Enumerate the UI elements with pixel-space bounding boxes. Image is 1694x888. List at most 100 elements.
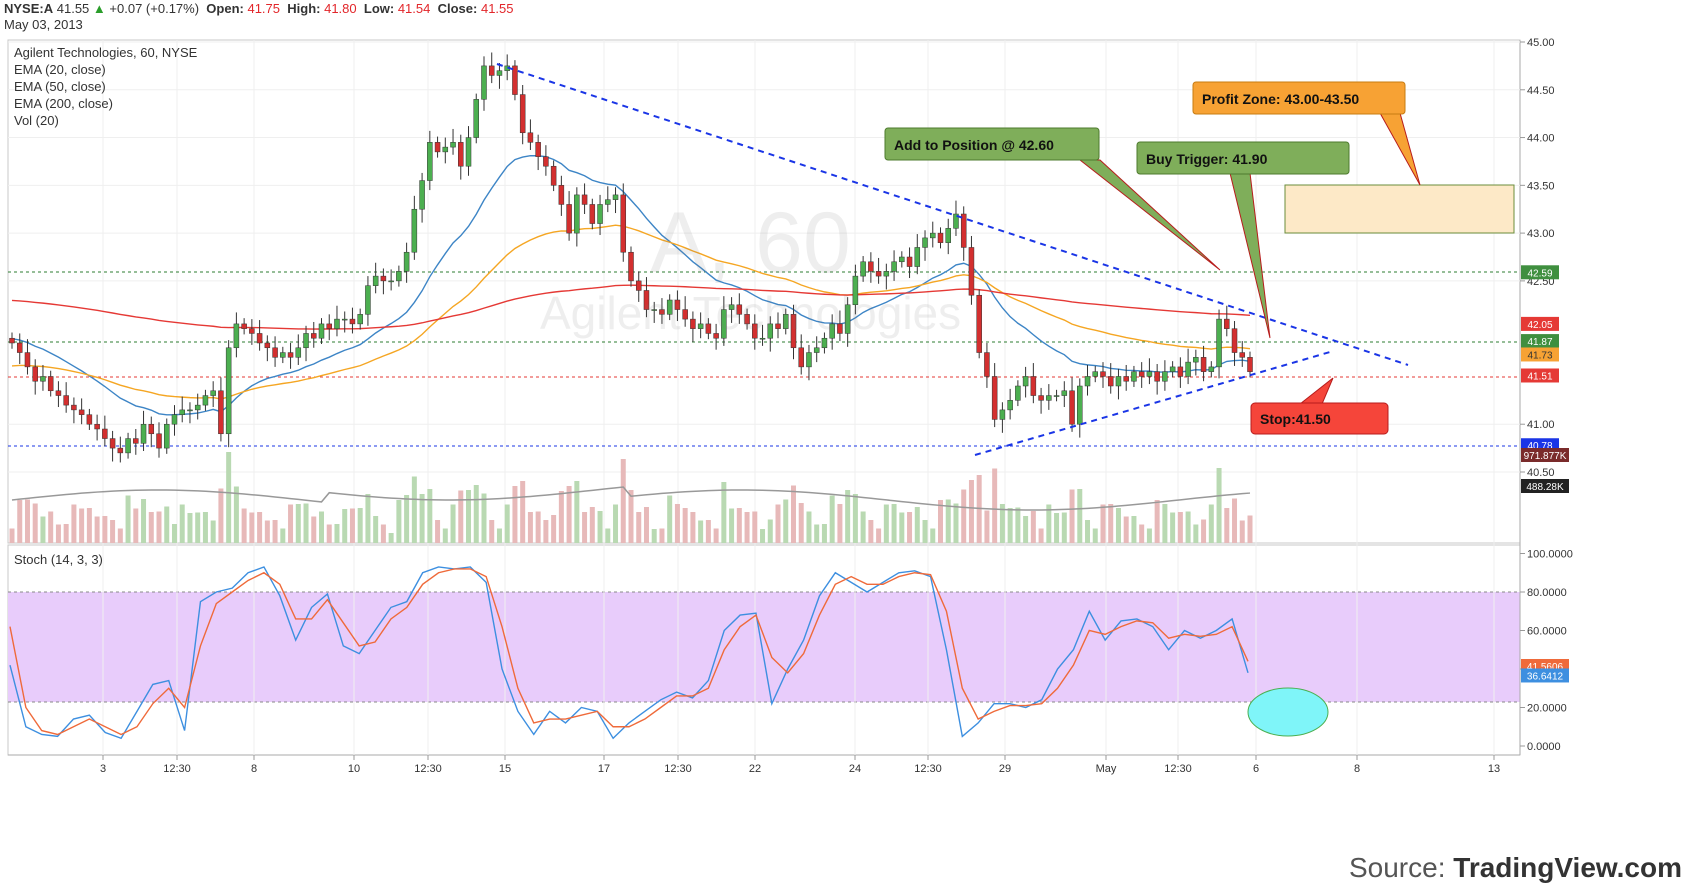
candle[interactable] bbox=[272, 336, 278, 367]
candle[interactable] bbox=[1077, 378, 1083, 438]
candle[interactable] bbox=[1200, 345, 1207, 382]
candle[interactable] bbox=[1123, 364, 1129, 391]
candle[interactable] bbox=[86, 408, 93, 430]
candle[interactable] bbox=[736, 293, 743, 324]
candle[interactable] bbox=[1239, 341, 1246, 367]
candle[interactable] bbox=[829, 314, 835, 350]
candle[interactable] bbox=[187, 402, 193, 424]
candle[interactable] bbox=[705, 318, 712, 340]
candle[interactable] bbox=[94, 414, 100, 441]
candle[interactable] bbox=[125, 432, 131, 459]
candle[interactable] bbox=[388, 269, 394, 291]
candle[interactable] bbox=[488, 52, 495, 84]
candle[interactable] bbox=[210, 381, 216, 408]
candle[interactable] bbox=[164, 418, 170, 454]
candle[interactable] bbox=[527, 119, 534, 150]
candle[interactable] bbox=[1177, 357, 1184, 388]
candle[interactable] bbox=[620, 183, 627, 262]
candle[interactable] bbox=[372, 262, 379, 294]
candle[interactable] bbox=[914, 234, 921, 275]
candle[interactable] bbox=[1061, 381, 1068, 408]
candle[interactable] bbox=[991, 363, 998, 428]
candle[interactable] bbox=[953, 200, 959, 236]
candle[interactable] bbox=[790, 304, 797, 360]
candle[interactable] bbox=[1162, 360, 1168, 391]
candle[interactable] bbox=[140, 410, 147, 451]
candle[interactable] bbox=[651, 301, 657, 323]
candle[interactable] bbox=[1092, 365, 1098, 383]
candle[interactable] bbox=[47, 370, 54, 397]
candle[interactable] bbox=[357, 308, 363, 330]
candle[interactable] bbox=[341, 311, 348, 333]
candle[interactable] bbox=[875, 257, 882, 284]
candle[interactable] bbox=[1247, 351, 1253, 378]
candle[interactable] bbox=[558, 175, 565, 216]
candle[interactable] bbox=[1131, 365, 1137, 387]
candle[interactable] bbox=[380, 268, 387, 295]
candle[interactable] bbox=[365, 276, 371, 326]
candle[interactable] bbox=[666, 294, 673, 321]
candle[interactable] bbox=[721, 296, 727, 346]
candle[interactable] bbox=[543, 145, 549, 176]
candle[interactable] bbox=[906, 247, 913, 279]
candle[interactable] bbox=[1146, 358, 1153, 385]
candle[interactable] bbox=[550, 160, 557, 192]
candle[interactable] bbox=[999, 402, 1006, 433]
candle[interactable] bbox=[1138, 362, 1145, 388]
candle[interactable] bbox=[225, 340, 232, 448]
candle[interactable] bbox=[78, 398, 85, 425]
candle[interactable] bbox=[612, 187, 619, 214]
price-panel[interactable] bbox=[7, 39, 1521, 544]
candle[interactable] bbox=[713, 323, 719, 350]
candle[interactable] bbox=[1185, 348, 1191, 385]
candle[interactable] bbox=[1007, 388, 1013, 420]
candle[interactable] bbox=[1069, 377, 1075, 432]
candle[interactable] bbox=[628, 246, 634, 287]
candle[interactable] bbox=[326, 314, 332, 341]
candle[interactable] bbox=[891, 250, 897, 281]
candle[interactable] bbox=[295, 334, 302, 365]
candle[interactable] bbox=[1224, 305, 1230, 337]
candle[interactable] bbox=[759, 324, 766, 346]
candle[interactable] bbox=[984, 343, 990, 388]
candle[interactable] bbox=[419, 172, 425, 223]
candle[interactable] bbox=[597, 194, 603, 236]
candle[interactable] bbox=[635, 271, 642, 302]
candle[interactable] bbox=[256, 320, 263, 351]
candle[interactable] bbox=[280, 346, 286, 364]
candle[interactable] bbox=[899, 251, 905, 268]
candle[interactable] bbox=[535, 134, 541, 171]
candle[interactable] bbox=[589, 198, 596, 230]
candle[interactable] bbox=[643, 277, 650, 318]
candle[interactable] bbox=[287, 343, 294, 369]
candle[interactable] bbox=[837, 310, 843, 342]
candle[interactable] bbox=[1216, 309, 1222, 379]
candle[interactable] bbox=[605, 186, 611, 213]
candle[interactable] bbox=[806, 344, 812, 381]
candle[interactable] bbox=[264, 335, 271, 362]
candle[interactable] bbox=[496, 63, 503, 89]
candle[interactable] bbox=[102, 415, 108, 447]
candle[interactable] bbox=[813, 336, 820, 363]
candle[interactable] bbox=[303, 325, 309, 362]
candle[interactable] bbox=[852, 264, 859, 315]
candle[interactable] bbox=[349, 307, 356, 334]
candle[interactable] bbox=[1015, 380, 1021, 407]
candle[interactable] bbox=[1046, 384, 1052, 410]
candle[interactable] bbox=[581, 183, 588, 214]
candle[interactable] bbox=[566, 191, 572, 241]
candle[interactable] bbox=[1084, 364, 1091, 396]
candle[interactable] bbox=[728, 297, 735, 323]
candle[interactable] bbox=[473, 93, 479, 144]
candle[interactable] bbox=[202, 389, 209, 411]
candle[interactable] bbox=[744, 308, 750, 330]
candle[interactable] bbox=[844, 297, 851, 347]
candle[interactable] bbox=[976, 289, 982, 359]
candle[interactable] bbox=[1208, 361, 1215, 378]
candle[interactable] bbox=[1053, 389, 1060, 402]
candle[interactable] bbox=[697, 312, 704, 339]
candle[interactable] bbox=[868, 252, 874, 283]
candle[interactable] bbox=[171, 405, 178, 436]
candle[interactable] bbox=[156, 422, 162, 458]
